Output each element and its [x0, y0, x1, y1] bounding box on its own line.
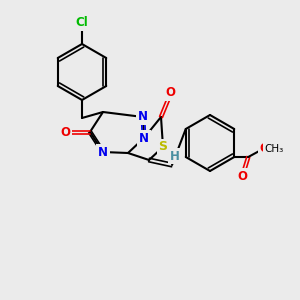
Text: N: N	[98, 146, 108, 158]
Text: O: O	[259, 142, 269, 155]
Text: Cl: Cl	[76, 16, 88, 29]
Text: H: H	[170, 149, 180, 163]
Text: S: S	[158, 140, 167, 154]
Text: CH₃: CH₃	[265, 144, 284, 154]
Text: O: O	[237, 169, 247, 182]
Text: N: N	[138, 110, 148, 124]
Text: O: O	[165, 86, 175, 100]
Text: O: O	[60, 125, 70, 139]
Text: N: N	[139, 131, 149, 145]
